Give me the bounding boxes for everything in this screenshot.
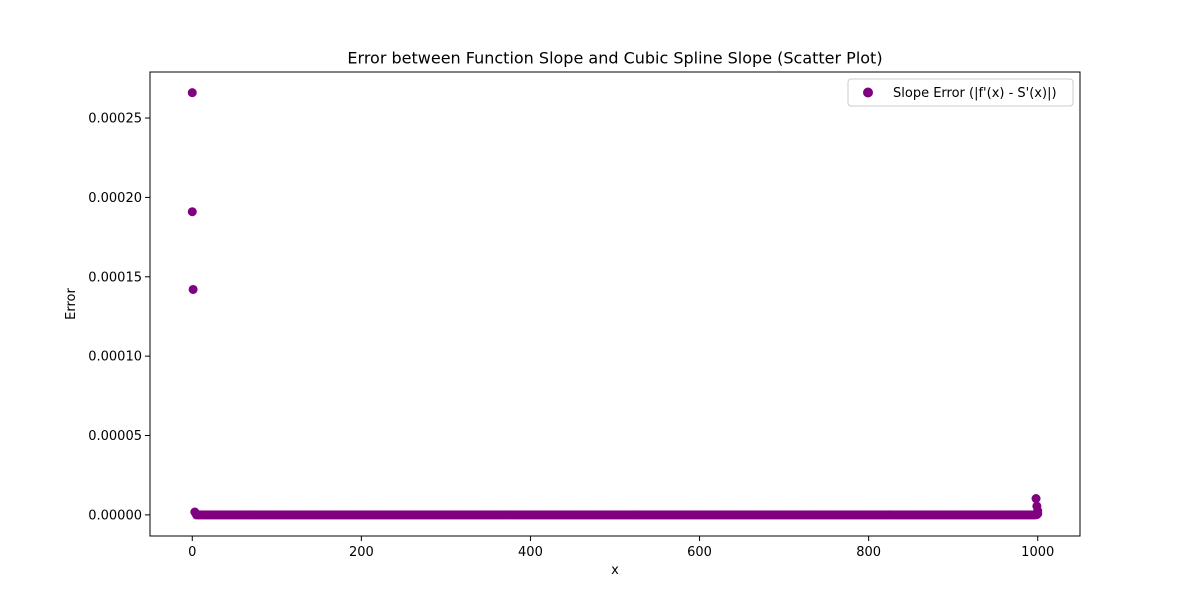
legend-marker (863, 87, 873, 98)
chart-title: Error between Function Slope and Cubic S… (347, 49, 882, 68)
data-point (190, 507, 200, 517)
x-axis-label: x (611, 563, 619, 578)
y-tick-label: 0.00000 (88, 508, 142, 523)
x-tick-label: 600 (687, 545, 712, 560)
x-tick-label: 1000 (1021, 545, 1054, 560)
x-tick-label: 800 (856, 545, 881, 560)
data-point (1031, 494, 1041, 504)
data-points (187, 88, 1043, 520)
legend: Slope Error (|f'(x) - S'(x)|) (847, 78, 1074, 107)
y-axis: 0.00000 0.00005 0.00010 0.00015 0.00020 0.000… (88, 112, 150, 523)
x-tick-label: 200 (349, 545, 374, 560)
x-tick-label: 0 (188, 545, 196, 560)
y-tick-label: 0.00025 (88, 112, 142, 127)
y-tick-label: 0.00005 (88, 429, 142, 444)
data-point (188, 284, 198, 294)
y-axis-label: Error (64, 288, 79, 320)
y-tick-label: 0.00015 (88, 270, 142, 285)
data-point (187, 88, 197, 98)
x-axis: 0 200 400 600 800 1000 (188, 536, 1054, 560)
y-tick-label: 0.00010 (88, 350, 142, 365)
legend-label: Slope Error (|f'(x) - S'(x)|) (893, 86, 1057, 101)
data-point (1032, 510, 1042, 520)
plot-frame (149, 71, 1081, 537)
y-tick-label: 0.00020 (88, 191, 142, 206)
legend-box (847, 78, 1074, 107)
x-tick-label: 400 (518, 545, 543, 560)
data-point (187, 207, 197, 217)
